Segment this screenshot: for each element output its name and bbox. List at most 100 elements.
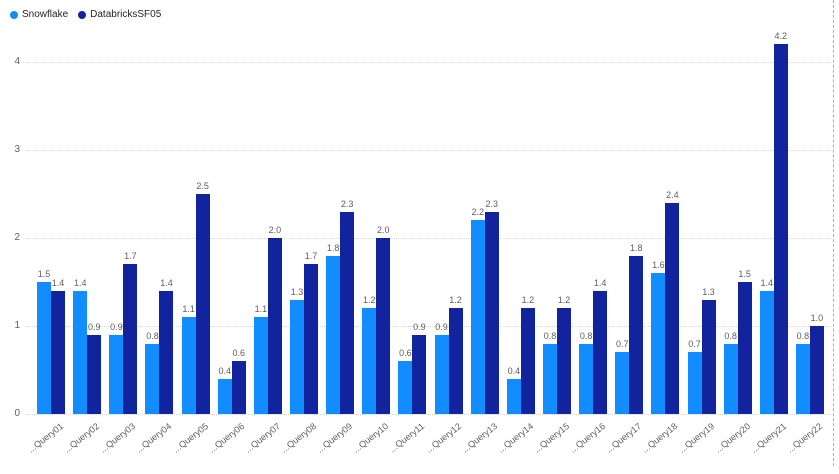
databricks-legend-dot-icon [78,10,87,19]
bar-snowflake-query11[interactable] [398,361,413,414]
data-label-snowflake-5: 1.1 [182,304,195,315]
bar-databrickssf05-query15[interactable] [556,308,571,414]
data-label-databrickssf05-5: 2.5 [196,181,209,191]
x-axis-label-1: ...Query01 [25,421,66,455]
data-label-databrickssf05-15: 1.2 [557,295,571,306]
bar-snowflake-query12[interactable] [434,334,449,414]
data-label-snowflake-14: 0.4 [507,365,521,376]
bar-databrickssf05-query10[interactable] [376,238,391,414]
data-label-databrickssf05-17: 1.8 [629,242,643,253]
bar-databrickssf05-query03[interactable] [123,264,138,414]
bar-snowflake-query17[interactable] [615,352,630,414]
y-axis-tick-0: 0 [14,408,20,419]
bar-snowflake-query13[interactable] [470,220,485,414]
bar-snowflake-query21[interactable] [759,290,774,414]
bar-databrickssf05-query04[interactable] [159,290,174,414]
bar-databrickssf05-query01[interactable] [51,290,66,414]
gridline-y4 [26,62,831,63]
legend-item-databricks[interactable]: DatabricksSF05 [78,9,161,20]
bar-snowflake-query04[interactable] [145,343,160,414]
bar-snowflake-query05[interactable] [181,317,196,414]
data-label-databrickssf05-2: 0.9 [87,321,101,332]
data-label-databrickssf05-1: 1.4 [51,277,65,288]
data-label-databrickssf05-12: 1.2 [449,295,462,306]
data-label-databrickssf05-16: 1.4 [593,277,607,288]
bar-snowflake-query06[interactable] [217,378,232,414]
bar-databrickssf05-query14[interactable] [520,308,535,414]
bar-databrickssf05-query11[interactable] [412,334,427,414]
data-label-databrickssf05-10: 2.0 [377,225,390,235]
data-label-snowflake-11: 0.6 [399,348,412,359]
bar-snowflake-query16[interactable] [579,343,594,414]
data-label-databrickssf05-22: 1.0 [810,313,824,323]
bar-databrickssf05-query17[interactable] [629,255,644,414]
bar-databrickssf05-query18[interactable] [665,202,680,414]
snowflake-legend-dot-icon [10,10,18,19]
x-axis-label-9: ...Query09 [315,421,355,455]
x-axis-label-13: ...Query13 [459,421,499,455]
data-label-databrickssf05-8: 1.7 [304,251,318,262]
bar-snowflake-query18[interactable] [651,273,666,414]
bar-databrickssf05-query06[interactable] [231,361,246,414]
x-axis-label-15: ...Query15 [531,421,572,455]
bar-databrickssf05-query12[interactable] [448,308,463,414]
y-axis-tick-4: 4 [14,56,20,67]
data-label-snowflake-4: 0.8 [146,330,159,341]
data-label-snowflake-16: 0.8 [579,330,593,341]
data-label-snowflake-12: 0.9 [435,321,448,332]
bar-databrickssf05-query02[interactable] [87,334,102,414]
bar-snowflake-query03[interactable] [109,334,124,414]
x-axis-label-2: ...Query02 [62,421,102,455]
x-axis-label-20: ...Query20 [712,421,752,455]
legend-label-snowflake: Snowflake [22,9,69,20]
gridline-y3 [26,150,831,151]
legend-label-databricks: DatabricksSF05 [90,9,162,20]
bar-databrickssf05-query20[interactable] [737,282,752,414]
data-label-snowflake-9: 1.8 [326,242,340,253]
data-label-databrickssf05-13: 2.3 [485,198,498,209]
bar-snowflake-query09[interactable] [326,255,341,414]
bar-databrickssf05-query21[interactable] [773,44,788,414]
y-axis-tick-2: 2 [14,232,20,243]
gridline-y2 [26,238,831,239]
x-axis-label-6: ...Query06 [206,421,246,455]
bar-snowflake-query02[interactable] [73,290,88,414]
data-label-snowflake-19: 0.7 [688,339,701,350]
legend: Snowflake DatabricksSF05 [10,9,161,20]
bar-snowflake-query22[interactable] [795,343,810,414]
data-label-snowflake-8: 1.3 [290,286,304,297]
data-label-databrickssf05-6: 0.6 [232,348,245,359]
bar-snowflake-query10[interactable] [362,308,377,414]
x-axis-label-7: ...Query07 [242,421,283,455]
bar-databrickssf05-query05[interactable] [195,194,210,414]
data-label-snowflake-18: 1.6 [652,260,665,271]
x-axis-label-14: ...Query14 [495,421,535,455]
bar-snowflake-query15[interactable] [542,343,557,414]
data-label-databrickssf05-11: 0.9 [413,321,426,332]
bar-databrickssf05-query09[interactable] [340,211,355,414]
bar-chart-visual: Snowflake DatabricksSF05 0 1 2 3 4 1.5 1.4 ...Q… [10,0,834,466]
legend-item-snowflake[interactable]: Snowflake [10,9,68,20]
bar-databrickssf05-query22[interactable] [809,326,824,414]
data-label-snowflake-21: 1.4 [760,277,774,288]
data-label-databrickssf05-21: 4.2 [774,31,788,42]
data-label-databrickssf05-19: 1.3 [702,286,715,297]
x-axis-label-22: ...Query22 [784,421,825,455]
bar-snowflake-query07[interactable] [253,317,268,414]
bar-snowflake-query14[interactable] [506,378,521,414]
bar-databrickssf05-query16[interactable] [593,290,608,414]
bar-databrickssf05-query08[interactable] [304,264,319,414]
bar-databrickssf05-query19[interactable] [701,299,716,414]
data-label-databrickssf05-20: 1.5 [738,269,751,279]
bar-databrickssf05-query13[interactable] [484,211,499,414]
bar-databrickssf05-query07[interactable] [267,238,282,414]
data-label-snowflake-17: 0.7 [615,339,629,350]
bar-snowflake-query19[interactable] [687,352,702,414]
bar-snowflake-query08[interactable] [290,299,305,414]
x-axis-label-21: ...Query21 [748,421,788,455]
data-label-snowflake-2: 1.4 [73,277,87,288]
x-axis-label-8: ...Query08 [278,421,319,455]
bar-snowflake-query20[interactable] [723,343,738,414]
bar-snowflake-query01[interactable] [37,282,52,414]
data-label-snowflake-20: 0.8 [724,330,737,341]
